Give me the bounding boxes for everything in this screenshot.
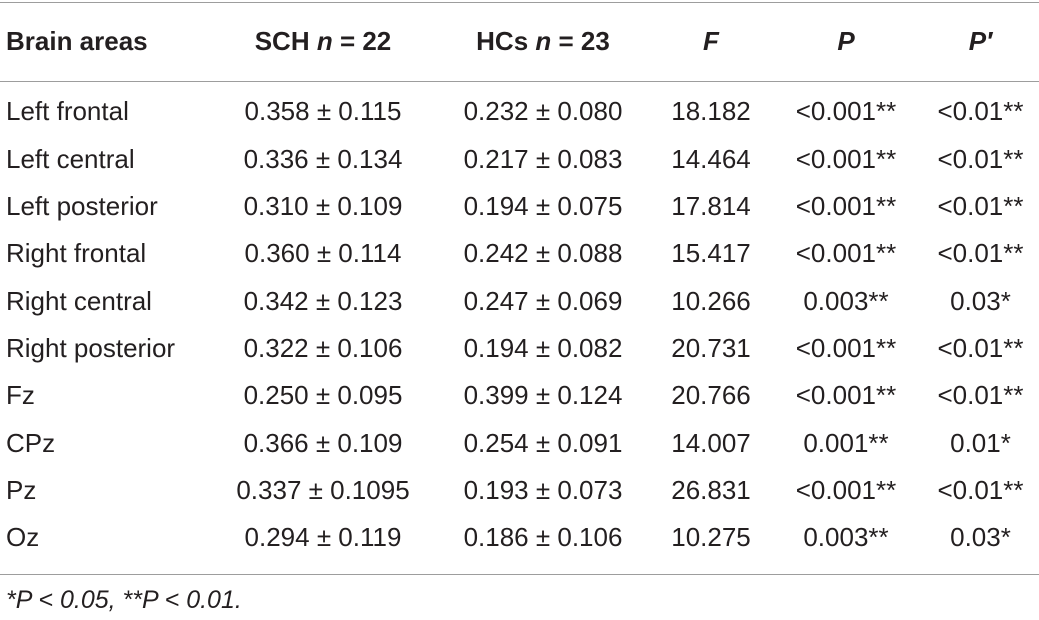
cell-f: 10.266 [671, 286, 751, 316]
cell-p-prime: <0.01** [937, 333, 1024, 363]
header-p-prime: P′ [922, 16, 1039, 66]
header-hcs-label: HCs [476, 26, 536, 56]
cell-f: 10.275 [671, 522, 751, 552]
table-top-rule [0, 2, 1039, 3]
cell-brain-area: Right posterior [6, 333, 176, 363]
cell-brain-area: Pz [6, 475, 37, 505]
cell-f: 14.464 [671, 144, 751, 174]
cell-p: 0.003** [803, 522, 889, 552]
cell-sch: 0.342 ± 0.123 [243, 286, 403, 316]
table-row: Right central 0.342 ± 0.123 0.247 ± 0.06… [0, 278, 1039, 325]
table-row: Right posterior 0.322 ± 0.106 0.194 ± 0.… [0, 325, 1039, 372]
table-row: CPz 0.366 ± 0.109 0.254 ± 0.091 14.007 0… [0, 420, 1039, 467]
cell-brain-area: Right central [6, 286, 152, 316]
table-header-rule [0, 81, 1039, 82]
cell-brain-area: Left central [6, 144, 135, 174]
table-row: Left central 0.336 ± 0.134 0.217 ± 0.083… [0, 136, 1039, 183]
header-sch-label: SCH [254, 26, 317, 56]
cell-hcs: 0.193 ± 0.073 [463, 475, 623, 505]
table-row: Pz 0.337 ± 0.1095 0.193 ± 0.073 26.831 <… [0, 467, 1039, 514]
header-hcs-count: = 23 [551, 26, 610, 56]
cell-hcs: 0.217 ± 0.083 [463, 144, 623, 174]
table-row: Left posterior 0.310 ± 0.109 0.194 ± 0.0… [0, 183, 1039, 230]
header-sch: SCH n = 22 [216, 16, 430, 66]
cell-f: 20.731 [671, 333, 751, 363]
cell-p-prime: <0.01** [937, 191, 1024, 221]
cell-hcs: 0.186 ± 0.106 [463, 522, 623, 552]
header-brain-areas: Brain areas [6, 16, 148, 66]
header-hcs-n: n [535, 26, 552, 56]
header-brain-areas-label: Brain areas [6, 26, 148, 56]
cell-brain-area: Right frontal [6, 238, 147, 268]
cell-sch: 0.250 ± 0.095 [243, 380, 403, 410]
cell-brain-area: CPz [6, 428, 56, 458]
table-row: Oz 0.294 ± 0.119 0.186 ± 0.106 10.275 0.… [0, 514, 1039, 561]
header-hcs: HCs n = 23 [438, 16, 648, 66]
cell-p: <0.001** [795, 191, 897, 221]
cell-f: 26.831 [671, 475, 751, 505]
cell-p: <0.001** [795, 96, 897, 126]
cell-p-prime: <0.01** [937, 144, 1024, 174]
cell-hcs: 0.254 ± 0.091 [463, 428, 623, 458]
cell-p-prime: <0.01** [937, 96, 1024, 126]
cell-p: <0.001** [795, 475, 897, 505]
cell-f: 18.182 [671, 96, 751, 126]
cell-p: <0.001** [795, 380, 897, 410]
cell-sch: 0.366 ± 0.109 [243, 428, 403, 458]
table-row: Fz 0.250 ± 0.095 0.399 ± 0.124 20.766 <0… [0, 372, 1039, 419]
cell-p: 0.001** [803, 428, 889, 458]
cell-brain-area: Left posterior [6, 191, 158, 221]
cell-hcs: 0.194 ± 0.082 [463, 333, 623, 363]
cell-sch: 0.336 ± 0.134 [243, 144, 403, 174]
cell-hcs: 0.247 ± 0.069 [463, 286, 623, 316]
cell-p: 0.003** [803, 286, 889, 316]
cell-hcs: 0.232 ± 0.080 [463, 96, 623, 126]
cell-brain-area: Left frontal [6, 96, 129, 126]
cell-p: <0.001** [795, 238, 897, 268]
cell-sch: 0.294 ± 0.119 [244, 522, 402, 552]
cell-sch: 0.337 ± 0.1095 [236, 475, 410, 505]
table-bottom-rule [0, 574, 1039, 575]
cell-brain-area: Oz [6, 522, 40, 552]
cell-sch: 0.322 ± 0.106 [243, 333, 403, 363]
header-p-label: P [837, 26, 855, 56]
cell-f: 17.814 [671, 191, 751, 221]
header-p: P [776, 16, 916, 66]
header-sch-count: = 22 [332, 26, 392, 56]
cell-p-prime: <0.01** [937, 475, 1024, 505]
table-footnote: *P < 0.05, **P < 0.01. [6, 586, 242, 614]
cell-f: 15.417 [671, 238, 751, 268]
cell-sch: 0.360 ± 0.114 [244, 238, 402, 268]
cell-p-prime: 0.01* [950, 428, 1011, 458]
header-f: F [656, 16, 766, 66]
cell-p: <0.001** [795, 333, 897, 363]
table-row: Right frontal 0.360 ± 0.114 0.242 ± 0.08… [0, 230, 1039, 277]
cell-hcs: 0.399 ± 0.124 [463, 380, 623, 410]
cell-p-prime: <0.01** [937, 380, 1024, 410]
cell-sch: 0.310 ± 0.109 [243, 191, 403, 221]
cell-f: 20.766 [671, 380, 751, 410]
cell-brain-area: Fz [6, 380, 35, 410]
table-row: Left frontal 0.358 ± 0.115 0.232 ± 0.080… [0, 88, 1039, 135]
header-p-prime-label: P′ [968, 26, 993, 56]
cell-hcs: 0.242 ± 0.088 [463, 238, 623, 268]
cell-p-prime: <0.01** [937, 238, 1024, 268]
header-f-label: F [703, 26, 719, 56]
cell-sch: 0.358 ± 0.115 [244, 96, 402, 126]
cell-p-prime: 0.03* [950, 286, 1011, 316]
cell-hcs: 0.194 ± 0.075 [463, 191, 623, 221]
cell-f: 14.007 [671, 428, 751, 458]
header-sch-n: n [316, 26, 333, 56]
cell-p: <0.001** [795, 144, 897, 174]
cell-p-prime: 0.03* [950, 522, 1011, 552]
